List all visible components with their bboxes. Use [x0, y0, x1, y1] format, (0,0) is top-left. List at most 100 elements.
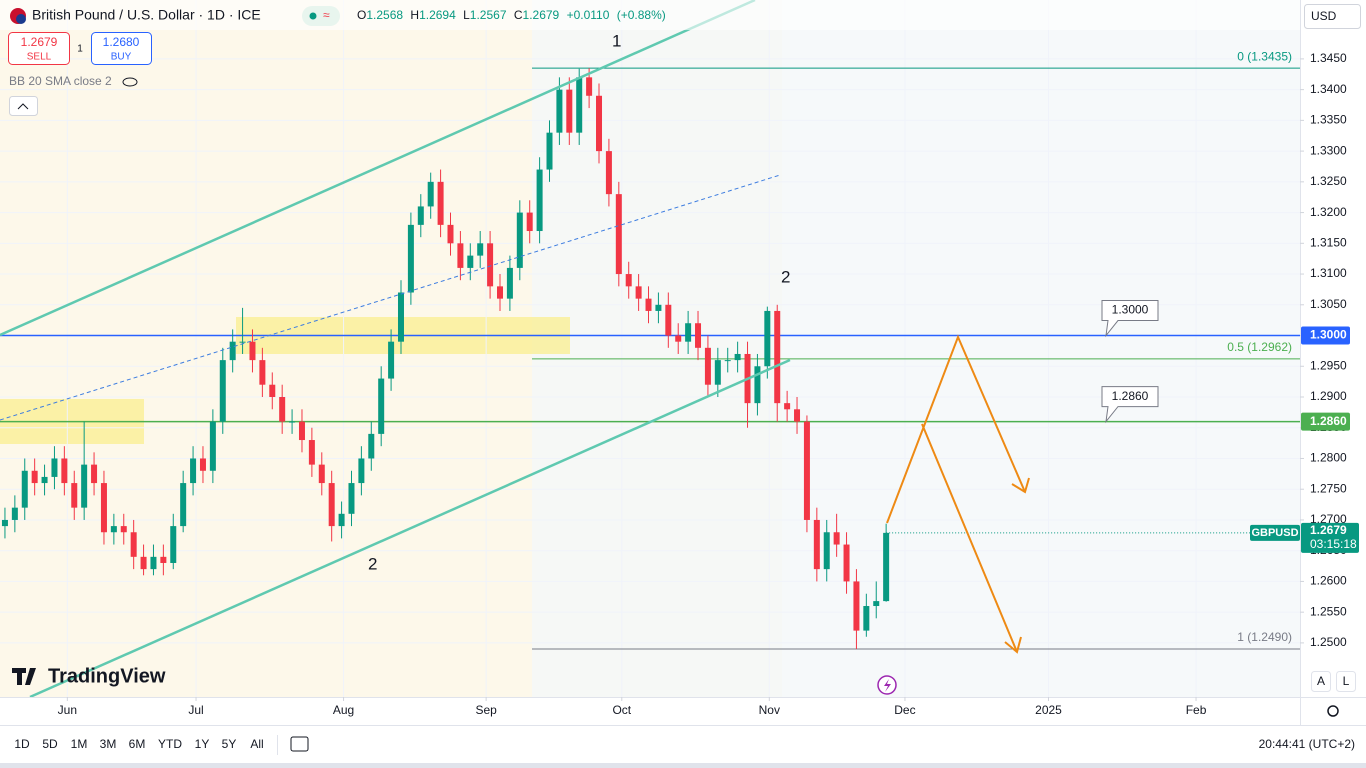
range-button[interactable]: 1D [14, 737, 30, 751]
y-tick-label: 1.3450 [1310, 51, 1347, 65]
candle-body [576, 77, 583, 133]
log-scale[interactable]: L [1343, 674, 1350, 688]
drawings [0, 0, 1030, 699]
candle-body [308, 440, 315, 465]
candle-body [843, 544, 850, 582]
y-tick-label: 1.2600 [1310, 574, 1347, 588]
x-tick-label: Dec [894, 703, 915, 717]
range-button[interactable]: 1M [71, 737, 88, 751]
candle-body [229, 341, 236, 361]
wave-label: 1 [612, 31, 621, 50]
candle-body [625, 274, 632, 287]
indicator-legend[interactable]: BB 20 SMA close 2 [9, 74, 112, 88]
candle-body [863, 606, 870, 631]
range-button[interactable]: 5Y [222, 737, 237, 751]
status-icon: ≈ [323, 8, 330, 22]
level-badge [1301, 412, 1350, 431]
range-button[interactable]: 6M [129, 737, 146, 751]
y-tick-label: 1.2900 [1310, 389, 1347, 403]
candle-body [91, 464, 98, 484]
candle-body [526, 212, 533, 232]
candle-body [873, 601, 880, 607]
event-icon-bolt [884, 679, 891, 692]
sell-label: SELL [27, 52, 52, 63]
candle-body [685, 323, 692, 342]
range-button[interactable]: 5D [42, 737, 58, 751]
date-range-icon[interactable] [290, 736, 309, 752]
sell-button[interactable] [8, 32, 70, 65]
candle-body [813, 519, 820, 570]
y-tick-label: 1.3250 [1310, 174, 1347, 188]
channel-lower [29, 358, 791, 699]
candle-body [368, 433, 375, 459]
level-badge-label: 1.2860 [1310, 414, 1347, 428]
projection-arrow [921, 423, 1018, 653]
candle-body [566, 89, 573, 133]
candle-body [635, 286, 642, 299]
candle-body [596, 95, 603, 152]
collapse-button[interactable] [9, 96, 38, 116]
candle-body [774, 310, 781, 404]
log-scale-button[interactable] [1336, 671, 1356, 692]
candles [1, 68, 890, 650]
candle-body [199, 458, 206, 471]
candle-body [150, 556, 157, 570]
candle-body [348, 483, 355, 514]
y-tick-label: 1.3200 [1310, 205, 1347, 219]
symbol-title[interactable]: British Pound / U.S. Dollar · 1D · ICE [32, 7, 261, 23]
candle-body [120, 526, 127, 533]
candle-body [734, 353, 741, 361]
last-badge-value: 1.2679 [1310, 523, 1347, 537]
last-badge [1301, 522, 1359, 553]
candle-body [140, 556, 147, 570]
candle-body [536, 169, 543, 232]
auto-scale[interactable]: A [1317, 674, 1325, 688]
x-tick-label: Oct [612, 703, 631, 717]
candle-body [249, 341, 256, 361]
auto-scale-button[interactable] [1311, 671, 1331, 692]
y-tick-label: 1.2700 [1310, 512, 1347, 526]
y-tick-label: 1.2750 [1310, 481, 1347, 495]
level-badge [1301, 326, 1350, 345]
settings-icon[interactable] [1327, 705, 1339, 717]
candle-body [338, 513, 345, 527]
y-tick-label: 1.2800 [1310, 451, 1347, 465]
ohlc-value: 1.2568 [366, 8, 403, 22]
projection-arrow [886, 334, 1026, 524]
ohlc-value: 1.2567 [470, 8, 507, 22]
candle-body [170, 526, 177, 563]
candle-body [41, 476, 48, 484]
price-flag [1101, 386, 1159, 424]
candle-body [417, 206, 424, 225]
candle-body [209, 421, 216, 471]
range-button[interactable]: All [250, 737, 263, 751]
ohlc-key: O [357, 8, 366, 22]
candle-body [289, 421, 296, 423]
x-tick-label: Nov [759, 703, 780, 717]
candle-body [675, 335, 682, 342]
candle-body [803, 421, 810, 520]
hide-icon[interactable] [122, 77, 138, 87]
symbol-badge-label: GBPUSD [1251, 527, 1298, 539]
ohlc-value: 1.2694 [419, 8, 456, 22]
candle-body [556, 89, 563, 133]
candle-body [407, 224, 414, 293]
range-button[interactable]: 1Y [195, 737, 210, 751]
ohlc-change: +0.0110 [567, 8, 610, 22]
buy-button[interactable] [91, 32, 152, 65]
candle-body [11, 507, 18, 520]
candle-body [318, 464, 325, 484]
candle-body [546, 132, 553, 170]
range-button[interactable]: 3M [100, 737, 117, 751]
range-button[interactable]: YTD [158, 737, 182, 751]
candle-body [358, 458, 365, 484]
fib-label: 0.5 (1.2962) [1227, 340, 1292, 354]
y-tick-label: 1.3100 [1310, 266, 1347, 280]
candle-body [130, 532, 137, 557]
candle-body [506, 267, 513, 299]
candle-body [477, 243, 484, 256]
candle-body [784, 403, 791, 410]
status-dot [309, 12, 317, 20]
candle-body [160, 556, 167, 563]
currency-select[interactable] [1304, 4, 1361, 29]
